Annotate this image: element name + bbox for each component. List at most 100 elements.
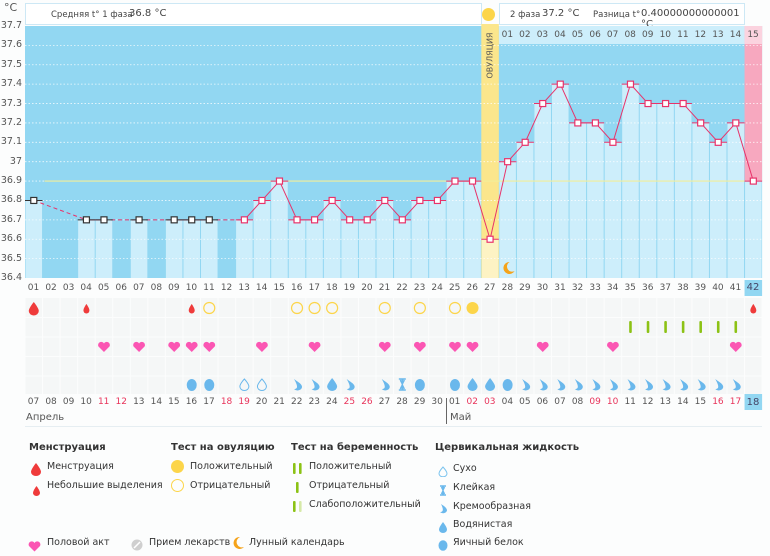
calendar-date-label[interactable]: 16 bbox=[185, 397, 198, 407]
cervical-watery bbox=[485, 378, 496, 392]
calendar-date-label[interactable]: 10 bbox=[606, 397, 619, 407]
calendar-date-label[interactable]: 12 bbox=[642, 397, 654, 407]
diff-value: 0.40000000000001 °C bbox=[641, 8, 740, 30]
calendar-date-label[interactable]: 02 bbox=[466, 397, 478, 407]
temperature-bar bbox=[481, 239, 499, 278]
cycle-day-label[interactable]: 31 bbox=[554, 283, 566, 293]
cycle-day-label[interactable]: 07 bbox=[133, 283, 145, 293]
cycle-day-label[interactable]: 08 bbox=[150, 283, 163, 293]
calendar-date-label[interactable]: 18 bbox=[220, 397, 233, 407]
calendar-date-label[interactable]: 07 bbox=[27, 397, 40, 407]
cycle-day-label[interactable]: 38 bbox=[677, 283, 689, 293]
calendar-date-label[interactable]: 08 bbox=[571, 397, 584, 407]
calendar-date-label[interactable]: 23 bbox=[308, 397, 321, 407]
ovulation-test-negative bbox=[308, 301, 321, 315]
moon-icon bbox=[231, 535, 244, 554]
cycle-day-label[interactable]: 02 bbox=[45, 283, 57, 293]
cycle-day-label[interactable]: 27 bbox=[484, 283, 496, 293]
cycle-day-label[interactable]: 28 bbox=[501, 283, 514, 293]
cycle-day-label[interactable]: 29 bbox=[519, 283, 531, 293]
calendar-date-label[interactable]: 18 bbox=[746, 397, 760, 408]
cycle-day-label[interactable]: 24 bbox=[431, 283, 443, 293]
cycle-day-label[interactable]: 04 bbox=[80, 283, 92, 293]
cycle-day-label[interactable]: 17 bbox=[308, 283, 321, 293]
calendar-date-label[interactable]: 17 bbox=[729, 397, 742, 407]
cycle-day-label[interactable]: 42 bbox=[746, 282, 760, 293]
cycle-day-label[interactable]: 32 bbox=[571, 283, 584, 293]
cycle-day-label[interactable]: 35 bbox=[624, 283, 636, 293]
cycle-day-label[interactable]: 41 bbox=[729, 283, 742, 293]
temperature-point bbox=[626, 80, 635, 88]
temperature-bar bbox=[201, 219, 218, 278]
cycle-day-label[interactable]: 19 bbox=[343, 283, 356, 293]
temperature-point bbox=[556, 80, 564, 88]
calendar-date-label[interactable]: 07 bbox=[554, 397, 566, 407]
calendar-date-label[interactable]: 11 bbox=[97, 397, 110, 407]
calendar-date-label[interactable]: 14 bbox=[677, 397, 689, 407]
calendar-date-label[interactable]: 12 bbox=[115, 397, 127, 407]
cervical-creamy bbox=[522, 379, 531, 391]
calendar-date-label[interactable]: 30 bbox=[431, 397, 443, 407]
temperature-bar bbox=[183, 219, 200, 278]
cycle-day-label[interactable]: 09 bbox=[168, 283, 180, 293]
calendar-date-label[interactable]: 26 bbox=[361, 397, 373, 407]
calendar-date-label[interactable]: 08 bbox=[45, 397, 57, 407]
calendar-date-label[interactable]: 27 bbox=[378, 397, 391, 407]
cycle-day-label[interactable]: 10 bbox=[185, 283, 198, 293]
calendar-date-label[interactable]: 15 bbox=[694, 397, 707, 407]
cycle-day-label[interactable]: 06 bbox=[115, 283, 127, 293]
calendar-date-label[interactable]: 06 bbox=[536, 397, 549, 407]
cycle-day-label[interactable]: 15 bbox=[273, 283, 285, 293]
cycle-day-label[interactable]: 23 bbox=[413, 283, 426, 293]
calendar-date-label[interactable]: 15 bbox=[168, 397, 180, 407]
calendar-date-label[interactable]: 03 bbox=[484, 397, 496, 407]
cycle-day-label[interactable]: 03 bbox=[62, 283, 75, 293]
cycle-day-label[interactable]: 39 bbox=[694, 283, 707, 293]
cycle-day-label[interactable]: 30 bbox=[536, 283, 549, 293]
cycle-day-label[interactable]: 34 bbox=[606, 283, 619, 293]
calendar-date-label[interactable]: 28 bbox=[396, 397, 408, 407]
cycle-day-label[interactable]: 21 bbox=[378, 283, 391, 293]
cycle-day-label[interactable]: 16 bbox=[291, 283, 303, 293]
cervical-egg-white bbox=[502, 379, 513, 391]
calendar-date-label[interactable]: 05 bbox=[519, 397, 531, 407]
cycle-day-label[interactable]: 13 bbox=[238, 283, 250, 293]
cycle-day-label[interactable]: 22 bbox=[396, 283, 408, 293]
calendar-date-label[interactable]: 25 bbox=[343, 397, 356, 407]
calendar-date-label[interactable]: 17 bbox=[203, 397, 215, 407]
calendar-date-label[interactable]: 14 bbox=[150, 397, 163, 407]
calendar-date-label[interactable]: 29 bbox=[413, 397, 426, 407]
cycle-day-label[interactable]: 12 bbox=[220, 283, 233, 293]
cycle-day-label[interactable]: 40 bbox=[712, 283, 724, 293]
calendar-date-label[interactable]: 21 bbox=[273, 397, 285, 407]
cycle-day-label[interactable]: 05 bbox=[97, 283, 110, 293]
calendar-date-label[interactable]: 13 bbox=[659, 397, 672, 407]
calendar-date-label[interactable]: 13 bbox=[133, 397, 145, 407]
cycle-day-label[interactable]: 37 bbox=[659, 283, 672, 293]
cycle-day-label[interactable]: 11 bbox=[203, 283, 215, 293]
calendar-date-label[interactable]: 22 bbox=[291, 397, 303, 407]
cycle-day-label[interactable]: 26 bbox=[466, 283, 478, 293]
cycle-day-label[interactable]: 33 bbox=[589, 283, 601, 293]
calendar-date-label[interactable]: 20 bbox=[255, 397, 268, 407]
cycle-day-label[interactable]: 25 bbox=[448, 283, 461, 293]
cycle-day-label[interactable]: 20 bbox=[361, 283, 373, 293]
temperature-bar bbox=[165, 219, 183, 278]
calendar-date-label[interactable]: 16 bbox=[712, 397, 724, 407]
cycle-day-label[interactable]: 36 bbox=[642, 283, 654, 293]
calendar-date-label[interactable]: 01 bbox=[448, 397, 461, 407]
phase2-header-row bbox=[498, 26, 745, 44]
calendar-date-label[interactable]: 04 bbox=[501, 397, 514, 407]
calendar-date-label[interactable]: 11 bbox=[624, 397, 636, 407]
cycle-day-label[interactable]: 01 bbox=[27, 283, 40, 293]
y-tick-label: 36.4 bbox=[0, 272, 22, 283]
calendar-date-label[interactable]: 24 bbox=[326, 397, 338, 407]
calendar-date-label[interactable]: 09 bbox=[589, 397, 601, 407]
sticky-icon bbox=[438, 481, 448, 500]
temperature-bar bbox=[358, 219, 376, 278]
calendar-date-label[interactable]: 09 bbox=[62, 397, 75, 407]
calendar-date-label[interactable]: 19 bbox=[238, 397, 250, 407]
cycle-day-label[interactable]: 14 bbox=[255, 283, 268, 293]
cycle-day-label[interactable]: 18 bbox=[326, 283, 338, 293]
calendar-date-label[interactable]: 10 bbox=[80, 397, 92, 407]
